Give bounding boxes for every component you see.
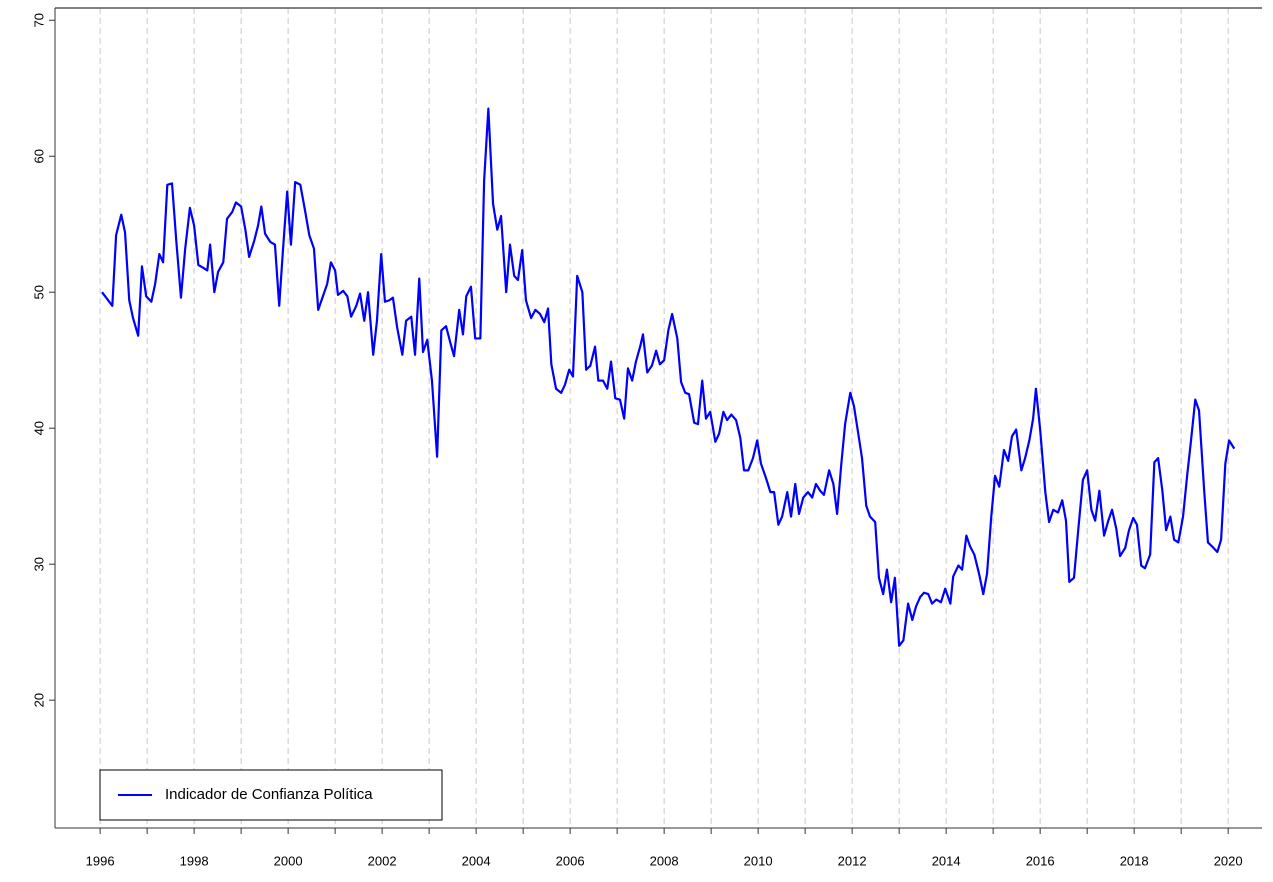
axes: 1996 1998 2000 2002 2004 2006 2008 2010 2012 2014…: [31, 7, 1262, 868]
x-tick-label: 2020: [1214, 853, 1243, 868]
x-tick-label: 2004: [462, 853, 491, 868]
y-tick-label: 30: [31, 557, 46, 571]
y-tick-label: 70: [31, 13, 46, 27]
x-tick-label: 1998: [180, 853, 209, 868]
grid: [99, 8, 1229, 828]
x-tick-label: 1996: [86, 853, 115, 868]
legend: Indicador de Confianza Política: [99, 769, 443, 821]
x-tick-label: 2014: [932, 853, 961, 868]
data-line: [101, 107, 1236, 647]
y-tick-label: 40: [31, 421, 46, 435]
y-tick-label: 20: [31, 693, 46, 707]
x-tick-label: 2018: [1120, 853, 1149, 868]
y-tick-label: 50: [31, 285, 46, 299]
x-tick-label: 2010: [744, 853, 773, 868]
y-tick-label: 60: [31, 149, 46, 163]
x-tick-label: 2008: [650, 853, 679, 868]
legend-label: Indicador de Confianza Política: [165, 786, 373, 803]
x-tick-label: 2000: [274, 853, 303, 868]
x-tick-label: 2016: [1026, 853, 1055, 868]
legend-box: [99, 769, 443, 821]
x-tick-label: 2012: [838, 853, 867, 868]
x-tick-label: 2006: [556, 853, 585, 868]
plot-area: [101, 107, 1236, 647]
x-tick-label: 2002: [368, 853, 397, 868]
